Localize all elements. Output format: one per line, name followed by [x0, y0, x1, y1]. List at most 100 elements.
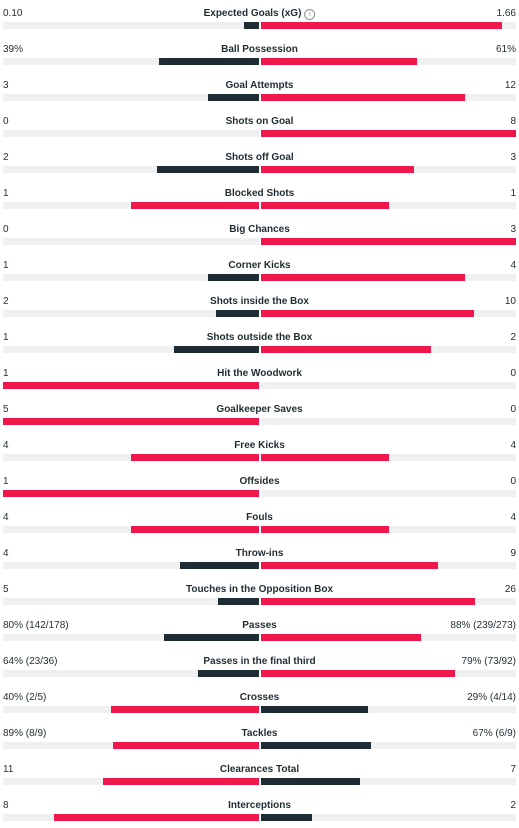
stat-row-expected-goals-xg: 0.10 Expected Goals (xG) i 1.66: [0, 0, 519, 36]
home-bar-track: [3, 490, 259, 497]
stat-name: Big Chances: [229, 223, 290, 237]
stat-row-shots-on-goal: 0 Shots on Goal 8: [0, 108, 519, 144]
away-bar-track: [261, 742, 516, 749]
away-bar-track: [261, 22, 516, 29]
stat-name-text: Goal Attempts: [225, 80, 294, 91]
stat-row-passes: 80% (142/178) Passes 88% (239/273): [0, 612, 519, 648]
away-bar: [261, 526, 389, 533]
home-bar: [54, 814, 259, 821]
stat-row-tackles: 89% (8/9) Tackles 67% (6/9): [0, 720, 519, 756]
home-value: 8: [3, 800, 9, 811]
away-value: 0: [510, 476, 516, 487]
home-bar-track: [3, 58, 259, 65]
stat-name-text: Ball Possession: [221, 44, 298, 55]
stat-name-text: Touches in the Opposition Box: [185, 584, 334, 595]
stat-name-text: Shots off Goal: [225, 152, 294, 163]
stat-name-text: Tackles: [241, 728, 278, 739]
home-bar-track: [3, 130, 259, 137]
stat-name: Tackles: [242, 727, 278, 741]
stat-name-text: Clearances Total: [219, 764, 300, 775]
stat-name: Touches in the Opposition Box: [186, 583, 333, 597]
stat-row-hit-the-woodwork: 1 Hit the Woodwork 0: [0, 360, 519, 396]
stat-name-text: Shots on Goal: [225, 116, 294, 127]
home-bar-track: [3, 274, 259, 281]
stat-name: Passes: [242, 619, 276, 633]
home-bar: [216, 310, 259, 317]
home-bar: [156, 166, 259, 173]
home-bar-track: [3, 814, 259, 821]
home-value: 4: [3, 512, 9, 523]
stat-label-line: 3 Goal Attempts 12: [0, 79, 519, 93]
home-bar-track: [3, 562, 259, 569]
stat-label-line: 80% (142/178) Passes 88% (239/273): [0, 619, 519, 633]
home-bar-track: [3, 202, 259, 209]
away-value: 4: [510, 440, 516, 451]
stat-row-free-kicks: 4 Free Kicks 4: [0, 432, 519, 468]
info-icon[interactable]: i: [304, 9, 316, 20]
stat-label-line: 5 Touches in the Opposition Box 26: [0, 583, 519, 597]
home-bar: [173, 346, 259, 353]
stat-row-fouls: 4 Fouls 4: [0, 504, 519, 540]
stat-name-text: Big Chances: [229, 224, 290, 235]
home-bar-track: [3, 238, 259, 245]
stat-label-line: 40% (2/5) Crosses 29% (4/14): [0, 691, 519, 705]
home-value: 2: [3, 152, 9, 163]
away-bar: [261, 706, 369, 713]
stat-row-corner-kicks: 1 Corner Kicks 4: [0, 252, 519, 288]
home-bar: [244, 22, 259, 29]
away-bar: [261, 238, 516, 245]
stat-name: Shots on Goal: [226, 115, 294, 129]
home-bar-track: [3, 310, 259, 317]
away-bar: [261, 742, 371, 749]
home-bar: [163, 634, 259, 641]
home-value: 1: [3, 260, 9, 271]
away-bar-track: [261, 166, 516, 173]
away-value: 1.66: [496, 8, 516, 19]
stat-row-shots-inside-the-box: 2 Shots inside the Box 10: [0, 288, 519, 324]
away-value: 12: [504, 80, 516, 91]
away-value: 8: [510, 116, 516, 127]
home-bar-track: [3, 346, 259, 353]
away-bar-track: [261, 814, 516, 821]
stat-label-line: 39% Ball Possession 61%: [0, 43, 519, 57]
stat-label-line: 2 Shots off Goal 3: [0, 151, 519, 165]
stat-row-clearances-total: 11 Clearances Total 7: [0, 756, 519, 792]
away-bar-track: [261, 418, 516, 425]
away-value: 88% (239/273): [450, 620, 516, 631]
stat-name-text: Fouls: [246, 512, 273, 523]
home-value: 80% (142/178): [3, 620, 69, 631]
away-bar-track: [261, 274, 516, 281]
stat-name: Blocked Shots: [225, 187, 294, 201]
stat-label-line: 0 Shots on Goal 8: [0, 115, 519, 129]
home-value: 1: [3, 332, 9, 343]
away-value: 9: [510, 548, 516, 559]
home-value: 1: [3, 188, 9, 199]
away-bar-track: [261, 202, 516, 209]
away-value: 10: [504, 296, 516, 307]
home-value: 64% (23/36): [3, 656, 58, 667]
stat-name: Interceptions: [228, 799, 291, 813]
away-value: 4: [510, 512, 516, 523]
away-bar: [261, 454, 389, 461]
stat-name: Fouls: [246, 511, 273, 525]
stat-name: Goal Attempts: [226, 79, 294, 93]
stat-row-blocked-shots: 1 Blocked Shots 1: [0, 180, 519, 216]
away-bar-track: [261, 454, 516, 461]
stat-row-offsides: 1 Offsides 0: [0, 468, 519, 504]
stat-name-text: Throw-ins: [235, 548, 284, 559]
stat-name: Throw-ins: [236, 547, 284, 561]
stat-label-line: 1 Corner Kicks 4: [0, 259, 519, 273]
home-bar: [110, 706, 259, 713]
away-bar: [261, 166, 414, 173]
away-bar: [261, 310, 474, 317]
away-bar: [261, 598, 475, 605]
away-value: 1: [510, 188, 516, 199]
away-bar: [261, 22, 502, 29]
away-bar-track: [261, 634, 516, 641]
stat-name: Goalkeeper Saves: [216, 403, 302, 417]
stat-label-line: 11 Clearances Total 7: [0, 763, 519, 777]
stat-name: Shots outside the Box: [207, 331, 313, 345]
home-bar-track: [3, 94, 259, 101]
stat-label-line: 8 Interceptions 2: [0, 799, 519, 813]
